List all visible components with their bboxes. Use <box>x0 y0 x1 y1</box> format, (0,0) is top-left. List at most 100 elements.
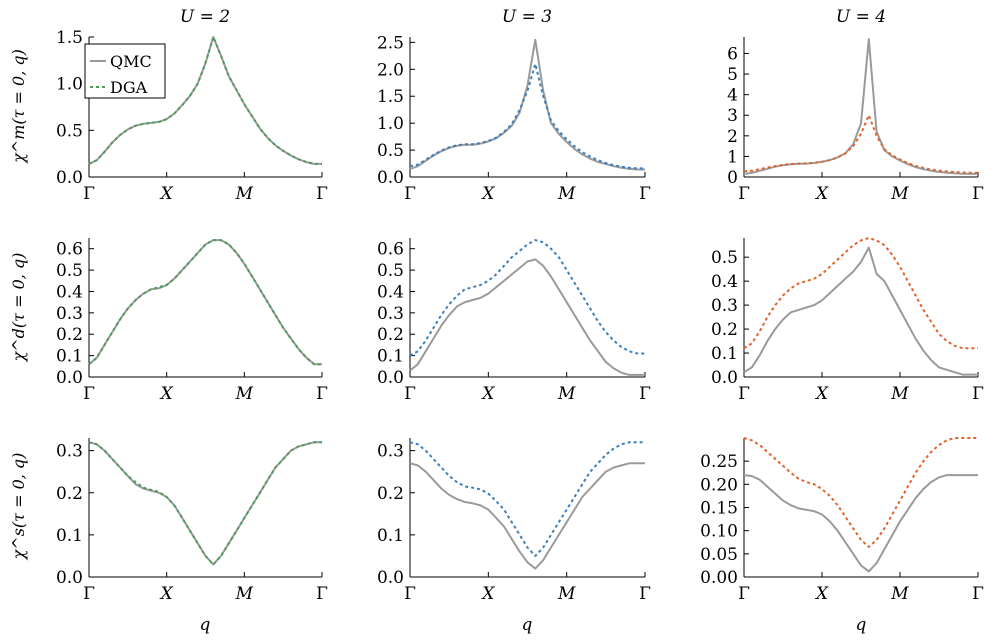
y-tick-label: 0.1 <box>377 347 404 367</box>
ylabel-density: χ^d(τ = 0, q) <box>9 253 28 363</box>
y-tick-label: 0.1 <box>377 526 404 546</box>
y-tick-label: 0.2 <box>711 320 738 340</box>
legend-qmc-label: QMC <box>110 52 152 71</box>
x-tick-label: X <box>480 384 495 404</box>
col-title-u2: U = 2 <box>180 7 230 27</box>
series-dga-line <box>88 441 322 566</box>
y-tick-label: 0.3 <box>377 442 404 462</box>
series-qmc-line <box>88 239 322 366</box>
x-tick-label: X <box>159 184 174 204</box>
panel-r2-c1: 0.0 0.1 0.2 0.3 Γ X M Γ <box>377 438 651 604</box>
series-dga-line <box>409 62 645 170</box>
x-tick-label: Γ <box>972 584 984 604</box>
series-qmc-line <box>743 246 978 376</box>
y-tick-label: 0.5 <box>56 261 83 281</box>
x-tick-label: Γ <box>738 584 750 604</box>
x-tick-label: Γ <box>404 384 416 404</box>
y-tick-label: 0.5 <box>377 141 404 161</box>
y-tick-label: 1 <box>727 147 738 167</box>
y-tick-label: 3 <box>727 106 738 126</box>
ylabel-superconducting: χ^s(τ = 0, q) <box>9 453 28 561</box>
panel-r2-c2: 0.00 0.05 0.10 0.15 0.20 0.25 Γ X M Γ <box>700 437 984 604</box>
y-tick-label: 0.3 <box>711 296 738 316</box>
x-tick-label: M <box>235 184 254 204</box>
series-dga-line <box>409 239 645 357</box>
y-tick-label: 0.2 <box>56 325 83 345</box>
y-tick-label: 0.00 <box>700 568 738 588</box>
series-dga-line <box>743 437 978 548</box>
x-tick-label: Γ <box>316 584 328 604</box>
y-tick-label: 0.4 <box>377 282 404 302</box>
x-tick-label: M <box>557 584 576 604</box>
x-tick-label: X <box>480 184 495 204</box>
y-tick-label: 0.05 <box>700 545 738 565</box>
x-tick-label: Γ <box>404 584 416 604</box>
y-tick-label: 5 <box>727 65 738 85</box>
y-tick-label: 0.0 <box>377 368 404 388</box>
y-tick-label: 0.3 <box>377 304 404 324</box>
x-tick-label: Γ <box>83 184 95 204</box>
x-tick-label: Γ <box>972 384 984 404</box>
y-tick-label: 2 <box>727 127 738 147</box>
panels-group: 0.00.51.01.5Γ X M Γ0.00.51.01.52.02.5Γ X M Γ01… <box>56 28 984 604</box>
y-tick-label: 0.15 <box>700 499 738 519</box>
y-tick-label: 1.0 <box>56 75 83 95</box>
x-tick-label: M <box>890 384 909 404</box>
x-tick-label: Γ <box>639 384 651 404</box>
x-tick-label: Γ <box>738 184 750 204</box>
y-tick-label: 0.5 <box>56 121 83 141</box>
series-dga-line <box>743 114 978 174</box>
series-dga-line <box>88 239 322 366</box>
col-title-u3: U = 3 <box>502 7 552 27</box>
x-tick-label: X <box>159 384 174 404</box>
series-qmc-line <box>743 474 978 573</box>
y-tick-label: 0.0 <box>377 168 404 188</box>
y-tick-label: 0.20 <box>700 475 738 495</box>
y-tick-label: 0 <box>727 168 738 188</box>
series-qmc-line <box>409 258 645 376</box>
x-tick-label: M <box>235 384 254 404</box>
x-tick-label: M <box>890 184 909 204</box>
y-tick-label: 0.1 <box>711 344 738 364</box>
x-tick-label: X <box>480 584 495 604</box>
y-tick-label: 0.0 <box>56 368 83 388</box>
col-title-u4: U = 4 <box>836 7 886 27</box>
x-tick-label: X <box>814 584 829 604</box>
y-tick-label: 2.5 <box>377 33 404 53</box>
x-tick-label: M <box>557 384 576 404</box>
x-tick-label: M <box>557 184 576 204</box>
xlabel-q-col2: q <box>522 615 533 635</box>
x-tick-label: X <box>814 184 829 204</box>
y-tick-label: 0.2 <box>377 325 404 345</box>
series-qmc-line <box>409 462 645 570</box>
y-tick-label: 6 <box>727 44 738 64</box>
panel-r1-c1: 0.00.10.20.30.40.50.6 Γ X M Γ <box>377 238 651 404</box>
legend-box <box>84 43 166 99</box>
y-tick-label: 0.3 <box>56 304 83 324</box>
series-qmc-line <box>743 38 978 175</box>
panel-r0-c1: 0.0 0.5 1.0 1.5 2.0 2.5 Γ X M Γ <box>377 33 651 204</box>
y-tick-label: 0.4 <box>56 282 83 302</box>
series-qmc-line <box>88 441 322 566</box>
panel-r0-c0: 0.0 0.5 1.0 1.5 Γ X M Γ <box>56 28 328 204</box>
legend-dga-label: DGA <box>110 78 148 97</box>
y-tick-label: 0.4 <box>711 272 738 292</box>
x-tick-label: Γ <box>738 384 750 404</box>
y-tick-label: 0.0 <box>56 568 83 588</box>
y-tick-label: 2.0 <box>377 60 404 80</box>
x-tick-label: Γ <box>316 384 328 404</box>
x-tick-label: M <box>235 584 254 604</box>
series-dga-line <box>743 237 978 350</box>
panel-r1-c2: 0.0 0.1 0.2 0.3 0.4 0.5 Γ X M Γ <box>711 237 984 404</box>
y-tick-label: 1.5 <box>377 87 404 107</box>
x-tick-label: M <box>890 584 909 604</box>
x-tick-label: X <box>159 584 174 604</box>
panel-r2-c0: 0.0 0.1 0.2 0.3 Γ X M Γ <box>56 438 328 604</box>
x-tick-label: Γ <box>83 584 95 604</box>
x-tick-label: X <box>814 384 829 404</box>
x-tick-label: Γ <box>83 384 95 404</box>
y-tick-label: 0.5 <box>711 248 738 268</box>
x-tick-label: Γ <box>404 184 416 204</box>
